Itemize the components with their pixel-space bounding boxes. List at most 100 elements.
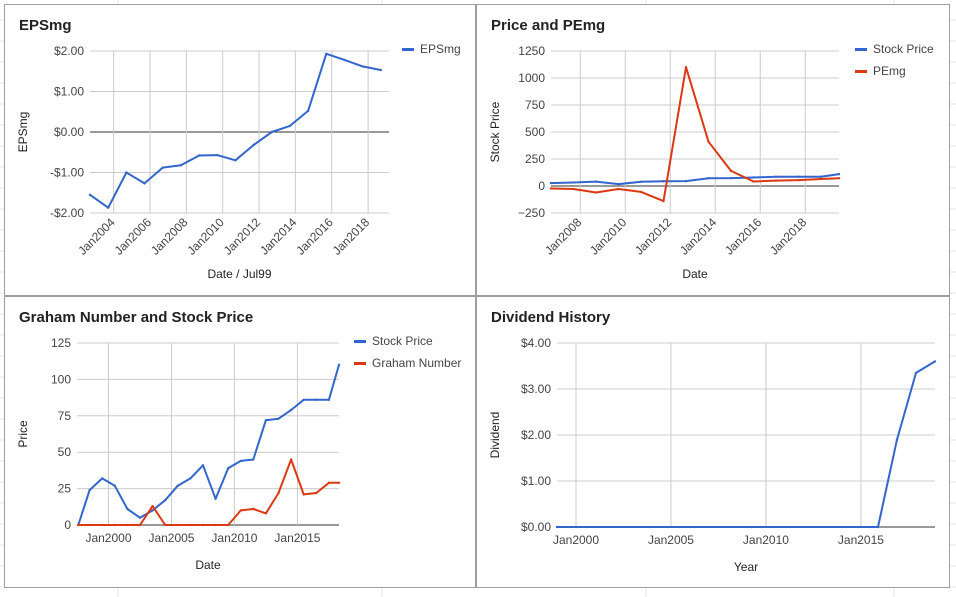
data-point [327, 481, 331, 484]
data-point [88, 488, 91, 492]
data-point [77, 523, 80, 527]
data-point [857, 525, 861, 529]
data-point [343, 58, 346, 62]
data-point [113, 523, 116, 527]
legend-label: EPSmg [420, 42, 461, 56]
y-tick-label: 250 [525, 152, 545, 166]
epsmg-chart: $2.00$1.00$0.00-$1.00-$2.00Jan2004Jan200… [16, 42, 461, 281]
data-point [138, 523, 142, 527]
data-point [572, 187, 575, 191]
data-point [774, 175, 778, 178]
data-point [176, 523, 179, 527]
y-tick-label: 25 [58, 482, 72, 496]
y-tick-label: 50 [58, 445, 72, 459]
legend-swatch [855, 48, 867, 51]
y-axis-title: Price [16, 420, 30, 448]
chart-title: Dividend History [491, 309, 611, 326]
y-tick-label: $2.00 [521, 428, 551, 442]
data-point [729, 176, 733, 180]
y-tick-label: 0 [64, 518, 71, 532]
data-point [361, 65, 364, 68]
data-point [234, 159, 237, 162]
data-point [239, 459, 242, 463]
legend-swatch [354, 362, 366, 365]
y-tick-label: $3.00 [521, 382, 551, 396]
x-tick-label: Jan2018 [767, 215, 810, 258]
data-point [837, 172, 841, 176]
data-point [201, 523, 205, 527]
x-tick-label: Jan2000 [553, 533, 599, 547]
data-point [325, 52, 328, 56]
x-tick-label: Jan2012 [221, 215, 264, 258]
data-point [138, 516, 142, 519]
x-tick-label: Jan2016 [293, 215, 336, 258]
x-tick-label: Jan2018 [330, 215, 373, 258]
data-point [876, 525, 880, 529]
data-point [933, 360, 937, 363]
x-tick-label: Jan2015 [838, 533, 884, 547]
legend-label: PEmg [873, 64, 906, 78]
data-point [639, 180, 643, 183]
data-point [126, 507, 129, 511]
legend-label: Stock Price [873, 42, 934, 56]
data-point [572, 181, 575, 184]
data-point [306, 109, 310, 113]
data-point [288, 124, 292, 128]
data-point [214, 523, 217, 527]
data-point [179, 164, 183, 167]
data-point [189, 477, 192, 480]
legend-swatch [855, 70, 867, 73]
data-point [226, 467, 230, 470]
y-tick-label: $2.00 [54, 44, 84, 58]
data-point [379, 68, 383, 72]
y-axis-title: Dividend [488, 412, 502, 459]
y-tick-label: 0 [538, 179, 545, 193]
chart-panel-epsmg: $2.00 $1.00 $0.00 -$1.00 -$2.00 Jan2004 Jan200… [4, 4, 476, 296]
data-point [914, 371, 918, 375]
x-tick-label: Jan2006 [112, 215, 155, 258]
data-point [549, 187, 553, 190]
chart-panel-graham-number: 125 100 75 50 25 0 Jan2000 Jan2005 Jan2010 Jan201… [4, 296, 476, 588]
x-tick-label: Jan2005 [148, 531, 194, 545]
y-tick-label: 100 [51, 372, 71, 386]
x-tick-label: Jan2010 [184, 215, 227, 258]
data-point [270, 130, 273, 134]
data-point [201, 464, 205, 467]
data-point [617, 182, 620, 186]
y-tick-label: $0.00 [521, 520, 551, 534]
graham-number-chart: 125 100 75 50 25 0 Jan2000 Jan2005 Jan2010 Jan201… [16, 334, 461, 572]
x-tick-label: Jan2010 [211, 531, 257, 545]
data-point [88, 523, 91, 527]
data-point [594, 180, 598, 183]
data-point [151, 504, 154, 508]
data-point [239, 509, 242, 512]
y-tick-label: 1250 [518, 44, 545, 58]
data-point [214, 497, 217, 500]
series-line [557, 360, 936, 528]
data-point [594, 191, 598, 194]
x-tick-label: Jan2008 [148, 215, 191, 258]
data-point [662, 180, 665, 183]
y-axis-title: Stock Price [488, 101, 502, 162]
data-point [252, 458, 255, 461]
data-point [895, 438, 899, 441]
chart-title: Graham Number and Stock Price [19, 309, 254, 326]
data-point [617, 187, 620, 191]
data-point [125, 171, 128, 174]
data-point [151, 509, 154, 512]
data-point [327, 398, 331, 401]
data-point [126, 523, 129, 527]
data-point [289, 458, 293, 461]
data-point [302, 493, 305, 496]
data-point [216, 153, 219, 157]
data-point [729, 169, 733, 173]
data-point [264, 512, 268, 515]
x-tick-label: Jan2014 [677, 215, 720, 258]
y-tick-label: 75 [58, 409, 72, 423]
data-point [797, 175, 800, 178]
chart-title: EPSmg [19, 17, 72, 34]
chart-panel-dividend-history: $4.00 $3.00 $2.00 $1.00 $0.00 Jan2000 Jan2005 J… [476, 296, 950, 588]
data-point [639, 190, 643, 194]
data-point [684, 66, 688, 69]
